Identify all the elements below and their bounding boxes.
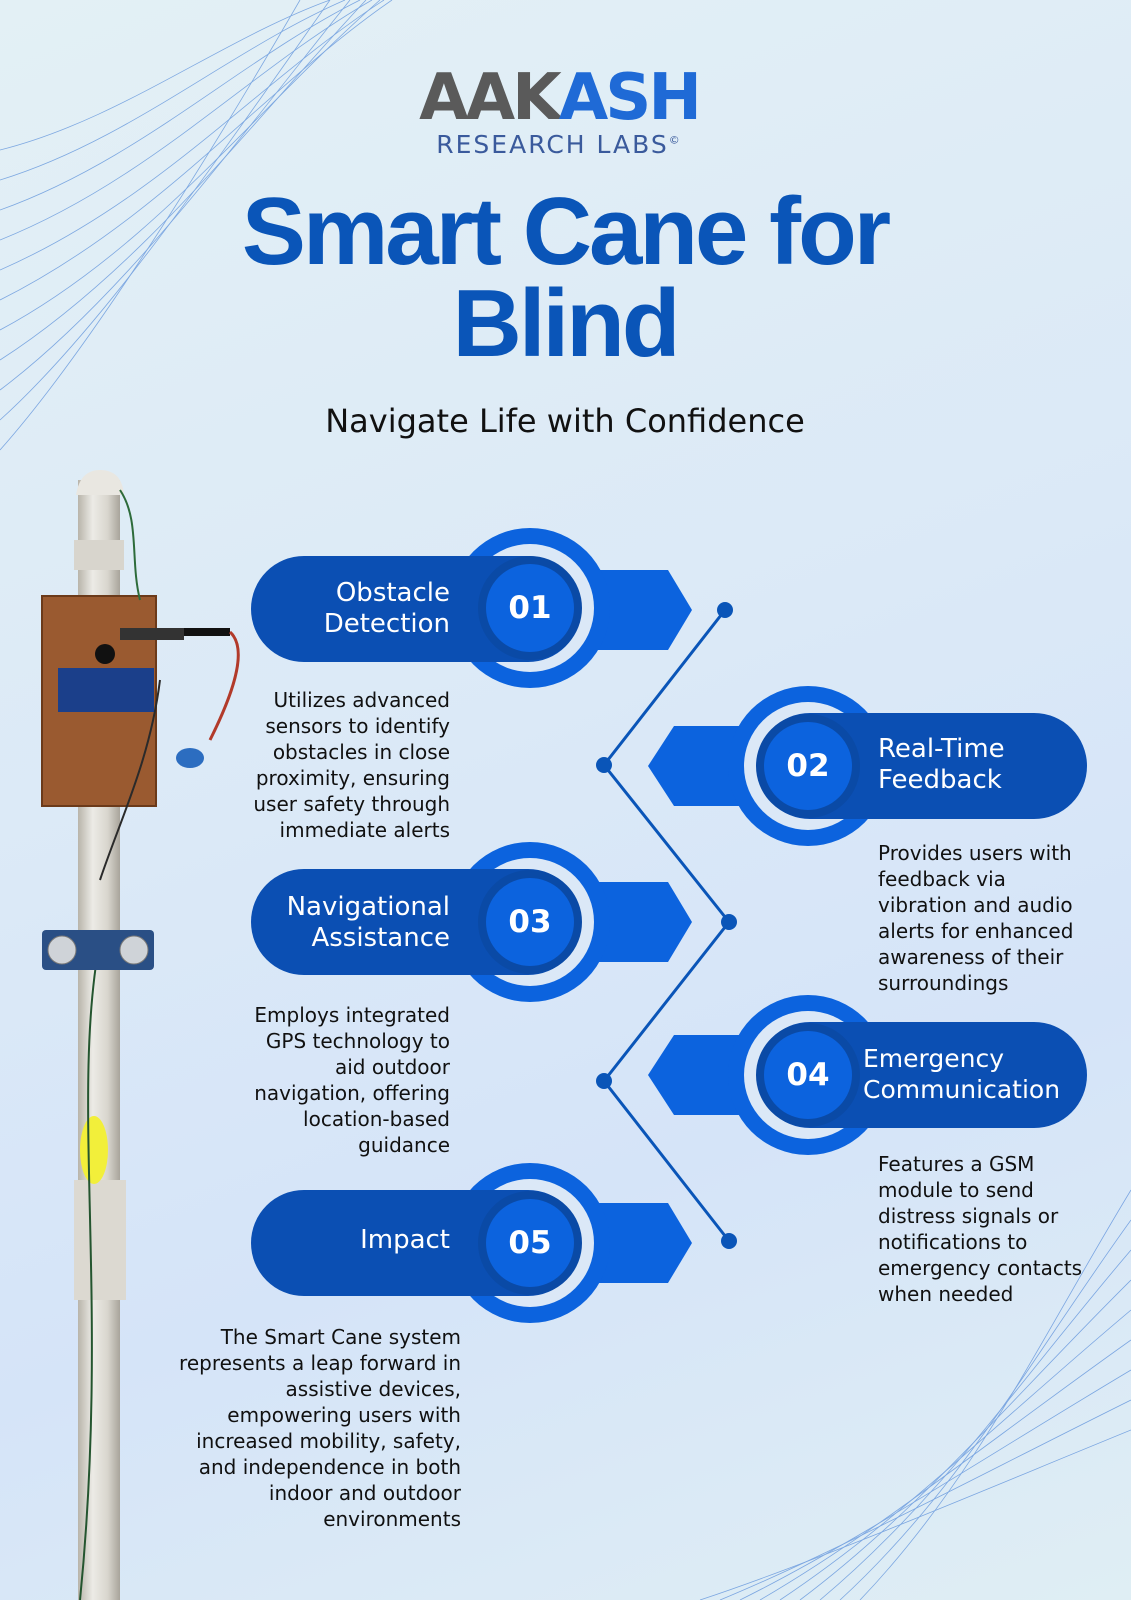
- description-line: emergency contacts: [878, 1256, 1083, 1280]
- feature-number-05: 05: [508, 1225, 552, 1261]
- feature-title-line: Emergency: [863, 1044, 1005, 1073]
- feature-title-line: Obstacle: [335, 578, 450, 608]
- description-line: feedback via: [878, 867, 1006, 891]
- bottom-right-wave-lines: [699, 1189, 1131, 1600]
- description-line: indoor and outdoor: [268, 1481, 461, 1505]
- feature-title-line: Impact: [360, 1225, 450, 1255]
- cane-led-light: [80, 1116, 108, 1184]
- feature-description-04: Features a GSM module to send distress s…: [878, 1151, 1118, 1307]
- wire: [99, 679, 161, 881]
- feature-title-line: Navigational: [286, 892, 450, 922]
- description-line: obstacles in close: [272, 740, 450, 764]
- description-line: Utilizes advanced: [273, 688, 450, 712]
- wire: [119, 489, 141, 601]
- connector-dot: [596, 1073, 612, 1089]
- logo-copyright: ©: [668, 133, 682, 147]
- feature-badge-02: [648, 686, 1087, 846]
- description-line: when needed: [878, 1282, 1014, 1306]
- logo-wordmark-part1: AAK: [419, 61, 562, 135]
- feature-description-02: Provides users with feedback via vibrati…: [878, 840, 1118, 996]
- feature-title-line: Feedback: [878, 765, 1002, 795]
- description-line: sensors to identify: [265, 714, 450, 738]
- feature-title-line: Communication: [863, 1075, 1061, 1104]
- description-line: The Smart Cane system: [220, 1325, 461, 1349]
- sensor-eye: [119, 935, 149, 965]
- description-line: notifications to: [878, 1230, 1028, 1254]
- description-line: alerts for enhanced: [878, 919, 1074, 943]
- connector-dot: [721, 1233, 737, 1249]
- description-line: awareness of their: [878, 945, 1064, 969]
- description-line: guidance: [358, 1133, 450, 1157]
- feature-description-05: The Smart Cane system represents a leap …: [150, 1324, 461, 1532]
- feature-description-03: Employs integrated GPS technology to aid…: [200, 1002, 450, 1158]
- description-line: aid outdoor: [334, 1055, 450, 1079]
- feature-title-line: Real-Time: [878, 734, 1005, 764]
- feature-number-04: 04: [786, 1057, 830, 1093]
- cane-handle-cap: [76, 470, 124, 495]
- description-line: Employs integrated: [254, 1003, 450, 1027]
- top-left-wave-lines: [0, 0, 393, 451]
- description-line: user safety through: [253, 792, 450, 816]
- feature-title-02: Real-Time Feedback: [878, 734, 1078, 796]
- sensor-eye: [47, 935, 77, 965]
- logo-wordmark-part2: ASH: [558, 61, 702, 135]
- feature-badge-05: [251, 1163, 692, 1323]
- feature-title-line: Assistance: [311, 923, 450, 953]
- cane-joint: [74, 1180, 126, 1300]
- feature-title-01: Obstacle Detection: [270, 578, 450, 640]
- feature-title-05: Impact: [270, 1225, 450, 1256]
- description-line: and independence in both: [198, 1455, 461, 1479]
- connector-dot: [721, 914, 737, 930]
- audio-cable: [184, 628, 230, 636]
- description-line: location-based: [303, 1107, 450, 1131]
- wire: [208, 630, 240, 741]
- feature-badge-03: [251, 842, 692, 1002]
- feature-title-03: Navigational Assistance: [262, 892, 450, 954]
- buzzer: [95, 644, 115, 664]
- page-title: Smart Cane for Blind: [150, 178, 980, 377]
- feature-title-line: Detection: [323, 609, 450, 639]
- feature-number-02: 02: [786, 748, 830, 784]
- description-line: navigation, offering: [254, 1081, 450, 1105]
- page-title-line1: Smart Cane for: [241, 178, 891, 285]
- page-subtitle: Navigate Life with Confidence: [325, 402, 805, 440]
- description-line: empowering users with: [227, 1403, 461, 1427]
- feature-badge-04: [648, 995, 1087, 1155]
- description-line: increased mobility, safety,: [196, 1429, 461, 1453]
- feature-number-03: 03: [508, 904, 552, 940]
- description-line: surroundings: [878, 971, 1009, 995]
- cane-joint: [74, 540, 124, 570]
- feature-badge-01: [251, 528, 692, 688]
- feature-description-01: Utilizes advanced sensors to identify ob…: [200, 687, 450, 843]
- button-cap: [176, 748, 204, 768]
- wire: [79, 939, 101, 1600]
- description-line: Features a GSM: [878, 1152, 1035, 1176]
- feature-number-01: 01: [508, 590, 552, 626]
- description-line: GPS technology to: [265, 1029, 450, 1053]
- description-line: assistive devices,: [285, 1377, 461, 1401]
- description-line: represents a leap forward in: [179, 1351, 461, 1375]
- logo-subtitle-text: RESEARCH LABS: [436, 130, 669, 159]
- description-line: proximity, ensuring: [255, 766, 450, 790]
- logo-subtitle: RESEARCH LABS©: [404, 130, 714, 159]
- connector-dot: [717, 602, 733, 618]
- feature-title-04: Emergency Communication: [863, 1043, 1083, 1105]
- description-line: distress signals or: [878, 1204, 1059, 1228]
- description-line: module to send: [878, 1178, 1034, 1202]
- logo-wordmark: AAKASH: [404, 60, 714, 136]
- description-line: environments: [323, 1507, 461, 1531]
- description-line: vibration and audio: [878, 893, 1073, 917]
- microcontroller-module: [58, 668, 154, 712]
- connector-dot: [596, 757, 612, 773]
- description-line: Provides users with: [878, 841, 1072, 865]
- audio-jack: [120, 628, 184, 640]
- page-title-line2: Blind: [452, 270, 681, 377]
- description-line: immediate alerts: [279, 818, 450, 842]
